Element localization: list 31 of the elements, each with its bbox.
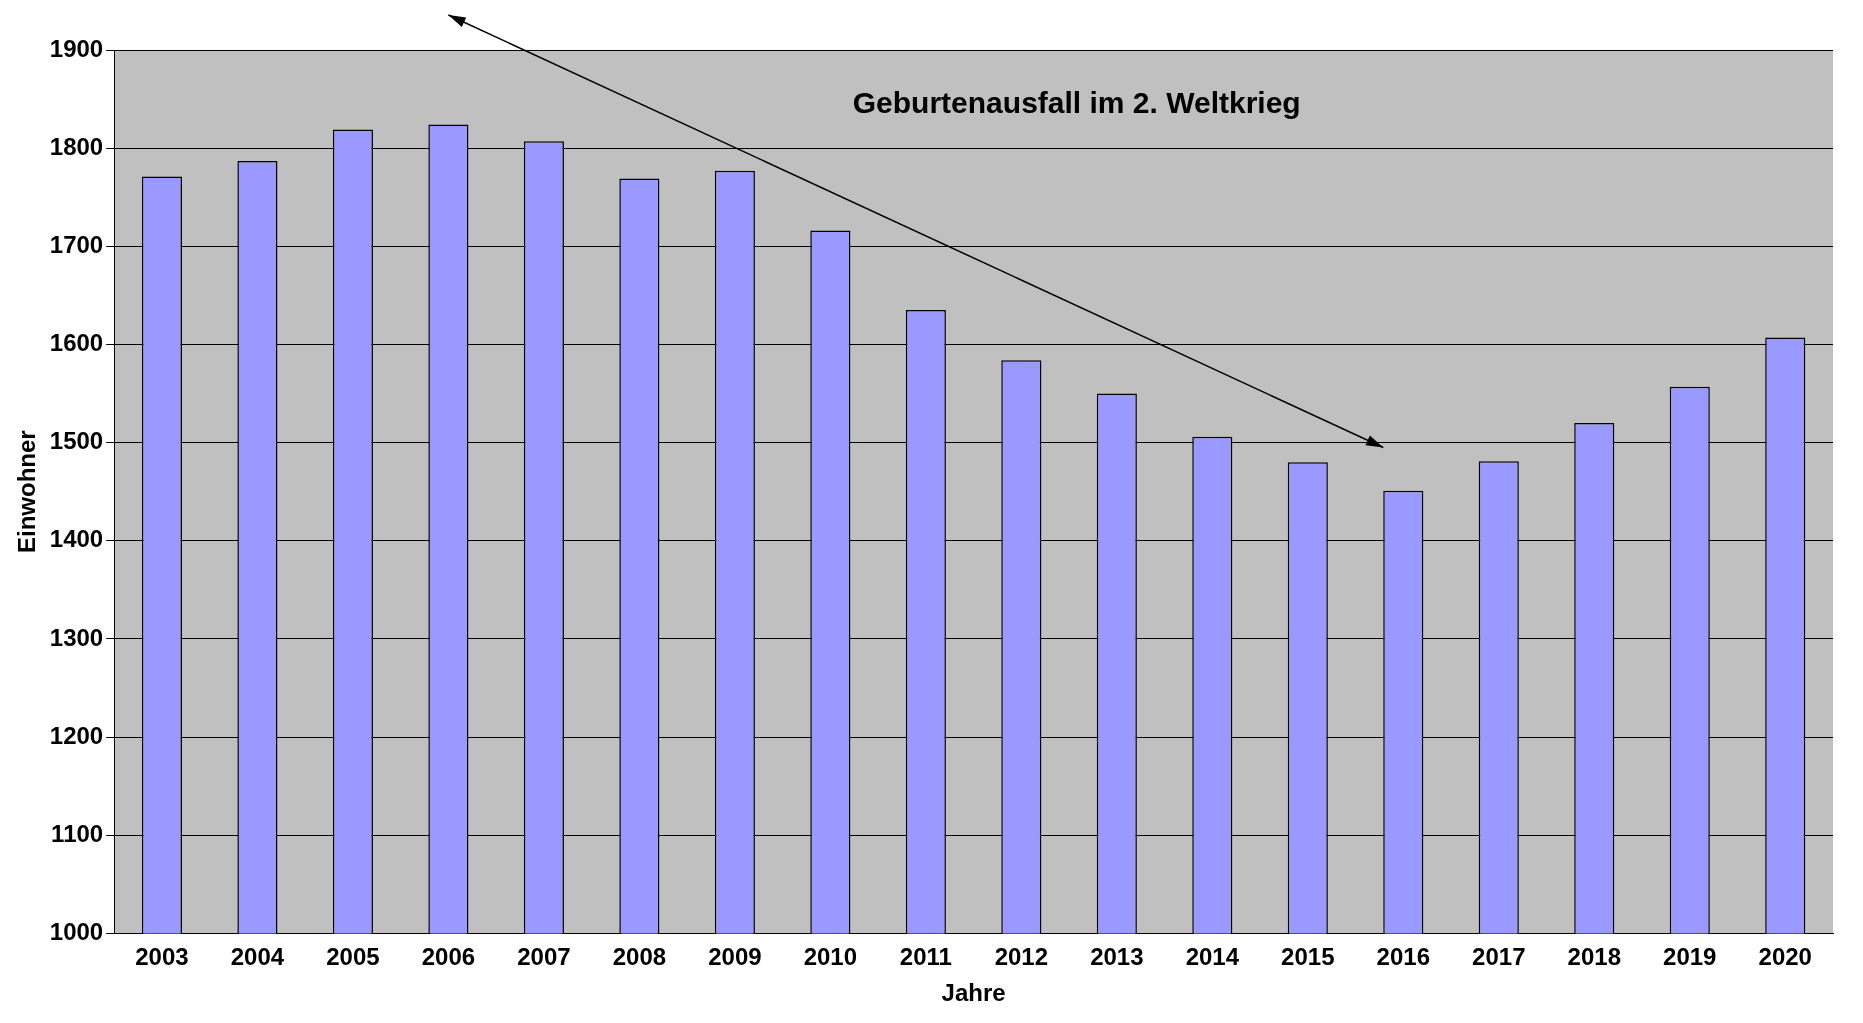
x-tick-label: 2019 xyxy=(1663,943,1717,971)
annotation: Geburtenausfall im 2. Weltkrieg xyxy=(852,86,1301,120)
x-tick-label: 2014 xyxy=(1185,943,1240,971)
x-tick-label: 2013 xyxy=(1090,943,1144,971)
x-tick-label: 2012 xyxy=(994,943,1049,971)
x-tick-label: 2018 xyxy=(1567,943,1621,971)
y-tick-label: 1700 xyxy=(49,230,104,258)
x-tick-label: 2008 xyxy=(612,943,667,971)
y-axis-title: Einwohner xyxy=(13,430,41,554)
y-tick-label: 1900 xyxy=(49,34,104,62)
x-tick-label: 2004 xyxy=(230,943,285,971)
x-tick-label: 2003 xyxy=(135,943,189,971)
y-tick-label: 1100 xyxy=(51,819,104,847)
y-tick-label: 1800 xyxy=(49,132,104,160)
x-tick-label: 2009 xyxy=(708,943,762,971)
x-tick-label: 2017 xyxy=(1472,943,1526,971)
y-tick-label: 1300 xyxy=(49,623,104,651)
y-tick-label: 1500 xyxy=(49,427,104,455)
x-tick-label: 2020 xyxy=(1758,943,1812,971)
y-tick-label: 1400 xyxy=(49,525,104,553)
y-tick-label: 1600 xyxy=(49,329,104,357)
x-tick-label: 2007 xyxy=(517,943,571,971)
x-tick-label: 2015 xyxy=(1281,943,1335,971)
x-tick-label: 2010 xyxy=(803,943,858,971)
x-axis-title: Jahre xyxy=(941,979,1006,1007)
x-tick-label: 2011 xyxy=(899,943,952,971)
x-tick-label: 2016 xyxy=(1376,943,1430,971)
y-tick-label: 1000 xyxy=(49,918,104,946)
y-tick-label: 1200 xyxy=(49,721,104,749)
x-tick-label: 2006 xyxy=(421,943,476,971)
x-tick-label: 2005 xyxy=(326,943,380,971)
